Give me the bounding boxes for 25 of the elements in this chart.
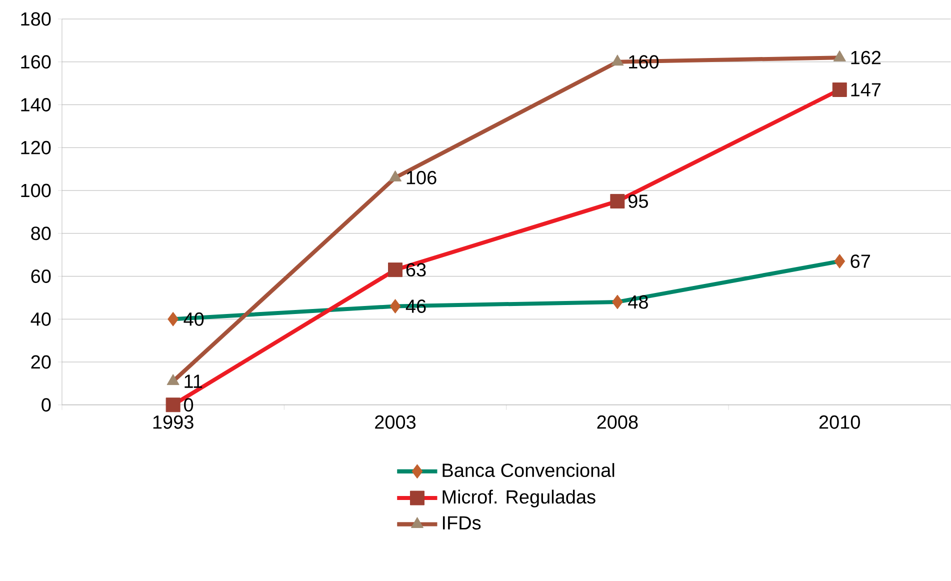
y-tick-label: 100 [21,184,51,198]
data-label: 0 [184,398,194,412]
legend-label: Banca Convencional [442,463,614,478]
y-tick-label: 160 [21,55,51,69]
data-label: 162 [851,50,881,64]
y-tick-label: 180 [21,12,51,26]
y-tick-label: 80 [31,226,51,240]
data-label: 106 [406,170,436,184]
x-tick-label: 2003 [375,415,416,429]
data-label: 147 [851,83,881,96]
data-label: 11 [184,374,202,388]
y-tick-label: 120 [21,140,51,154]
x-tick-label: 2008 [597,415,638,429]
data-label: 63 [406,263,426,277]
data-label: 95 [628,194,648,208]
y-tick-label: 60 [31,270,51,284]
y-tick-label: 20 [31,355,51,369]
legend-label: IFDs [442,516,481,530]
x-tick-label: 1993 [153,415,194,429]
x-tick-label: 2010 [819,415,860,429]
legend-label: Microf. Reguladas [442,490,596,508]
y-tick-label: 0 [42,398,51,412]
y-tick-label: 40 [30,312,51,326]
y-tick-label: 140 [21,98,51,112]
data-label: 67 [850,254,870,268]
